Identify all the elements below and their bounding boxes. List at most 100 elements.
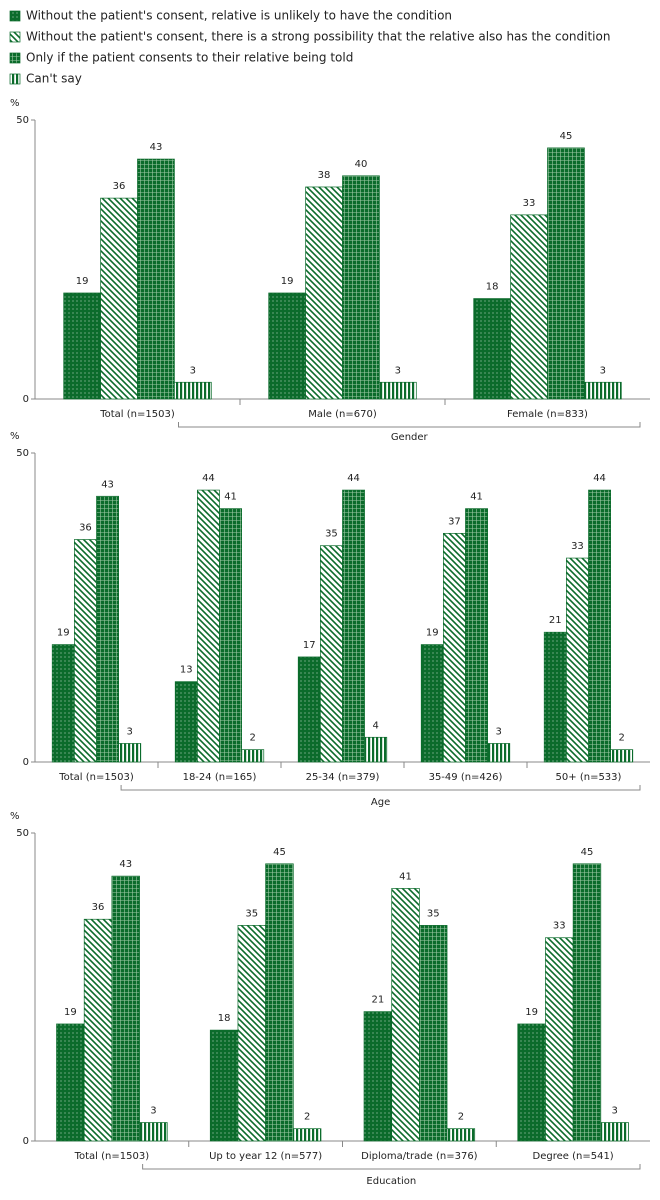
bar [241, 749, 265, 763]
bar [473, 298, 511, 400]
value-label: 33 [553, 921, 566, 932]
bar [446, 1128, 476, 1142]
bar [174, 381, 212, 400]
value-label: 44 [593, 473, 606, 484]
value-label: 41 [224, 492, 237, 503]
bar [391, 888, 420, 1142]
value-label: 41 [399, 871, 412, 882]
bar [465, 508, 488, 763]
bar [566, 557, 589, 763]
y-tick-label: 0 [23, 1136, 29, 1147]
legend-label: Without the patient's consent, there is … [26, 30, 610, 44]
value-label: 37 [448, 516, 461, 527]
value-label: 2 [250, 733, 256, 744]
y-axis-label: % [10, 431, 20, 442]
bar [137, 158, 175, 400]
x-tick-label: 18-24 (n=165) [183, 772, 257, 783]
value-label: 3 [150, 1106, 156, 1117]
value-label: 2 [458, 1112, 464, 1123]
x-tick-label: Total (n=1503) [99, 409, 175, 420]
x-tick-label: 25-34 (n=379) [306, 772, 380, 783]
group-label: Gender [391, 432, 429, 443]
value-label: 36 [113, 181, 126, 192]
bar [174, 681, 198, 763]
bar [139, 1122, 168, 1142]
value-label: 35 [245, 908, 258, 919]
value-label: 45 [273, 847, 286, 858]
x-tick-label: Male (n=670) [308, 409, 377, 420]
bar [443, 532, 466, 763]
legend-label: Only if the patient consents to their re… [26, 51, 353, 65]
value-label: 3 [611, 1106, 617, 1117]
value-label: 4 [373, 720, 379, 731]
bar [74, 539, 97, 763]
y-tick-label: 50 [16, 448, 29, 459]
x-tick-label: Degree (n=541) [533, 1151, 614, 1162]
bar [379, 381, 417, 400]
value-label: 13 [180, 665, 193, 676]
bar [118, 743, 142, 763]
legend-swatch [9, 73, 21, 85]
legend-swatch [9, 10, 21, 22]
bar [237, 925, 266, 1142]
bar [584, 381, 622, 400]
value-label: 45 [581, 847, 594, 858]
x-tick-label: Female (n=833) [507, 409, 588, 420]
y-axis-label: % [10, 98, 20, 109]
value-label: 33 [571, 541, 584, 552]
bar [517, 1023, 546, 1142]
bar [51, 644, 75, 763]
value-label: 19 [426, 628, 439, 639]
y-tick-label: 0 [23, 757, 29, 768]
value-label: 19 [525, 1007, 538, 1018]
value-label: 41 [470, 492, 483, 503]
bar [197, 489, 220, 763]
x-tick-label: Total (n=1503) [58, 772, 134, 783]
value-label: 2 [619, 733, 625, 744]
bar [545, 937, 574, 1142]
value-label: 19 [64, 1007, 77, 1018]
x-tick-label: Total (n=1503) [74, 1151, 150, 1162]
bar [219, 508, 242, 763]
bar [83, 918, 113, 1142]
group-bracket [120, 785, 641, 791]
value-label: 36 [92, 902, 105, 913]
value-label: 21 [371, 995, 384, 1006]
bar [610, 749, 634, 763]
y-tick-label: 50 [16, 115, 29, 126]
value-label: 35 [325, 529, 338, 540]
bar [510, 214, 548, 400]
bar [111, 875, 140, 1142]
value-label: 18 [486, 282, 499, 293]
value-label: 43 [119, 859, 132, 870]
x-tick-label: 35-49 (n=426) [429, 772, 503, 783]
bar [342, 175, 380, 400]
bar [487, 743, 511, 763]
bar [320, 545, 343, 763]
bar [268, 292, 306, 400]
value-label: 3 [600, 365, 606, 376]
bar [572, 863, 602, 1142]
bar [56, 1023, 85, 1142]
group-label: Age [371, 797, 390, 808]
value-label: 43 [150, 142, 163, 153]
bar [363, 1011, 393, 1142]
value-label: 3 [395, 365, 401, 376]
x-tick-label: 50+ (n=533) [556, 772, 622, 783]
y-tick-label: 0 [23, 394, 29, 405]
y-tick-label: 50 [16, 828, 29, 839]
value-label: 17 [303, 640, 316, 651]
value-label: 19 [281, 276, 294, 287]
bar [543, 631, 567, 763]
bar [96, 495, 119, 763]
bar [364, 736, 388, 763]
value-label: 35 [427, 908, 440, 919]
value-label: 40 [355, 159, 368, 170]
bar [342, 489, 365, 763]
value-label: 36 [79, 523, 92, 534]
legend-label: Without the patient's consent, relative … [26, 9, 452, 23]
value-label: 44 [202, 473, 215, 484]
bar [305, 186, 343, 400]
value-label: 19 [57, 628, 70, 639]
x-tick-label: Diploma/trade (n=376) [361, 1151, 478, 1162]
